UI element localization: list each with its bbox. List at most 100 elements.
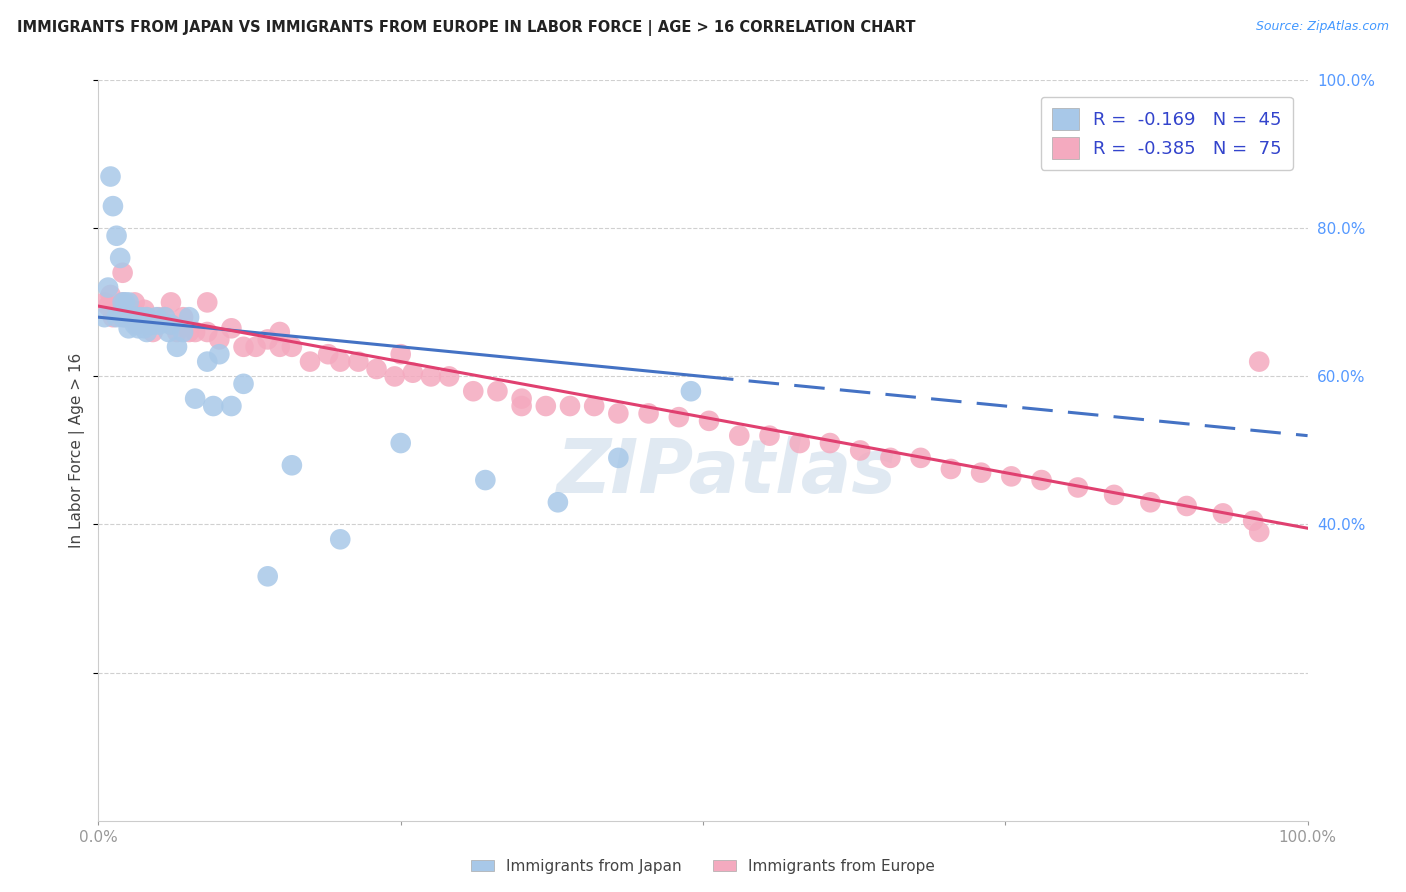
Point: [157, 325, 180, 339]
Point: [105, 310, 128, 325]
Point: [195, 354, 218, 368]
Point: [269, 340, 291, 354]
Point: [637, 407, 659, 421]
Point: [148, 318, 170, 332]
Point: [486, 384, 509, 399]
Point: [463, 384, 485, 399]
Point: [697, 414, 720, 428]
Point: [202, 399, 225, 413]
Point: [1175, 499, 1198, 513]
Point: [316, 347, 339, 361]
Point: [281, 340, 304, 354]
Point: [114, 310, 136, 325]
Point: [728, 428, 751, 442]
Point: [558, 399, 581, 413]
Point: [179, 310, 201, 325]
Point: [138, 318, 160, 332]
Point: [970, 466, 993, 480]
Legend: Immigrants from Japan, Immigrants from Europe: Immigrants from Japan, Immigrants from E…: [465, 853, 941, 880]
Point: [939, 462, 962, 476]
Point: [256, 332, 278, 346]
Point: [299, 354, 322, 368]
Point: [101, 310, 124, 325]
Point: [1067, 480, 1090, 494]
Point: [153, 310, 176, 325]
Point: [879, 450, 901, 465]
Text: IMMIGRANTS FROM JAPAN VS IMMIGRANTS FROM EUROPE IN LABOR FORCE | AGE > 16 CORREL: IMMIGRANTS FROM JAPAN VS IMMIGRANTS FROM…: [17, 20, 915, 36]
Point: [245, 340, 267, 354]
Point: [129, 310, 152, 325]
Point: [124, 310, 146, 325]
Point: [142, 325, 165, 339]
Point: [111, 295, 134, 310]
Y-axis label: In Labor Force | Age > 16: In Labor Force | Age > 16: [69, 353, 86, 548]
Point: [172, 310, 194, 325]
Point: [124, 318, 146, 332]
Point: [184, 325, 207, 339]
Point: [329, 354, 352, 368]
Point: [607, 450, 630, 465]
Point: [221, 399, 243, 413]
Point: [118, 321, 141, 335]
Point: [135, 310, 157, 325]
Point: [135, 325, 157, 339]
Point: [97, 280, 120, 294]
Point: [100, 288, 122, 302]
Point: [668, 410, 690, 425]
Point: [148, 310, 170, 325]
Point: [420, 369, 443, 384]
Point: [347, 354, 370, 368]
Point: [127, 321, 149, 335]
Point: [269, 325, 291, 339]
Point: [160, 318, 183, 332]
Text: Source: ZipAtlas.com: Source: ZipAtlas.com: [1256, 20, 1389, 33]
Point: [153, 310, 176, 325]
Point: [910, 450, 932, 465]
Point: [135, 310, 157, 325]
Point: [160, 318, 183, 332]
Point: [437, 369, 460, 384]
Point: [160, 295, 183, 310]
Point: [208, 347, 231, 361]
Point: [1102, 488, 1125, 502]
Text: ZIPatlas: ZIPatlas: [557, 436, 897, 509]
Point: [474, 473, 496, 487]
Point: [1249, 354, 1271, 368]
Point: [121, 310, 143, 325]
Point: [195, 295, 218, 310]
Point: [547, 495, 569, 509]
Point: [607, 407, 630, 421]
Point: [142, 318, 165, 332]
Point: [111, 295, 134, 310]
Point: [108, 302, 131, 317]
Point: [1241, 514, 1264, 528]
Point: [111, 266, 134, 280]
Point: [758, 428, 780, 442]
Point: [121, 302, 143, 317]
Point: [118, 295, 141, 310]
Point: [100, 169, 122, 184]
Point: [166, 340, 188, 354]
Legend: R =  -0.169   N =  45, R =  -0.385   N =  75: R = -0.169 N = 45, R = -0.385 N = 75: [1040, 96, 1292, 169]
Point: [124, 295, 146, 310]
Point: [789, 436, 811, 450]
Point: [145, 310, 167, 325]
Point: [127, 318, 149, 332]
Point: [849, 443, 872, 458]
Point: [232, 376, 254, 391]
Point: [281, 458, 304, 473]
Point: [129, 310, 152, 325]
Point: [93, 295, 115, 310]
Point: [583, 399, 606, 413]
Point: [105, 228, 128, 243]
Point: [232, 340, 254, 354]
Point: [184, 392, 207, 406]
Point: [510, 392, 533, 406]
Point: [179, 325, 201, 339]
Point: [679, 384, 702, 399]
Point: [389, 347, 412, 361]
Point: [402, 366, 425, 380]
Point: [208, 332, 231, 346]
Point: [97, 299, 120, 313]
Point: [818, 436, 841, 450]
